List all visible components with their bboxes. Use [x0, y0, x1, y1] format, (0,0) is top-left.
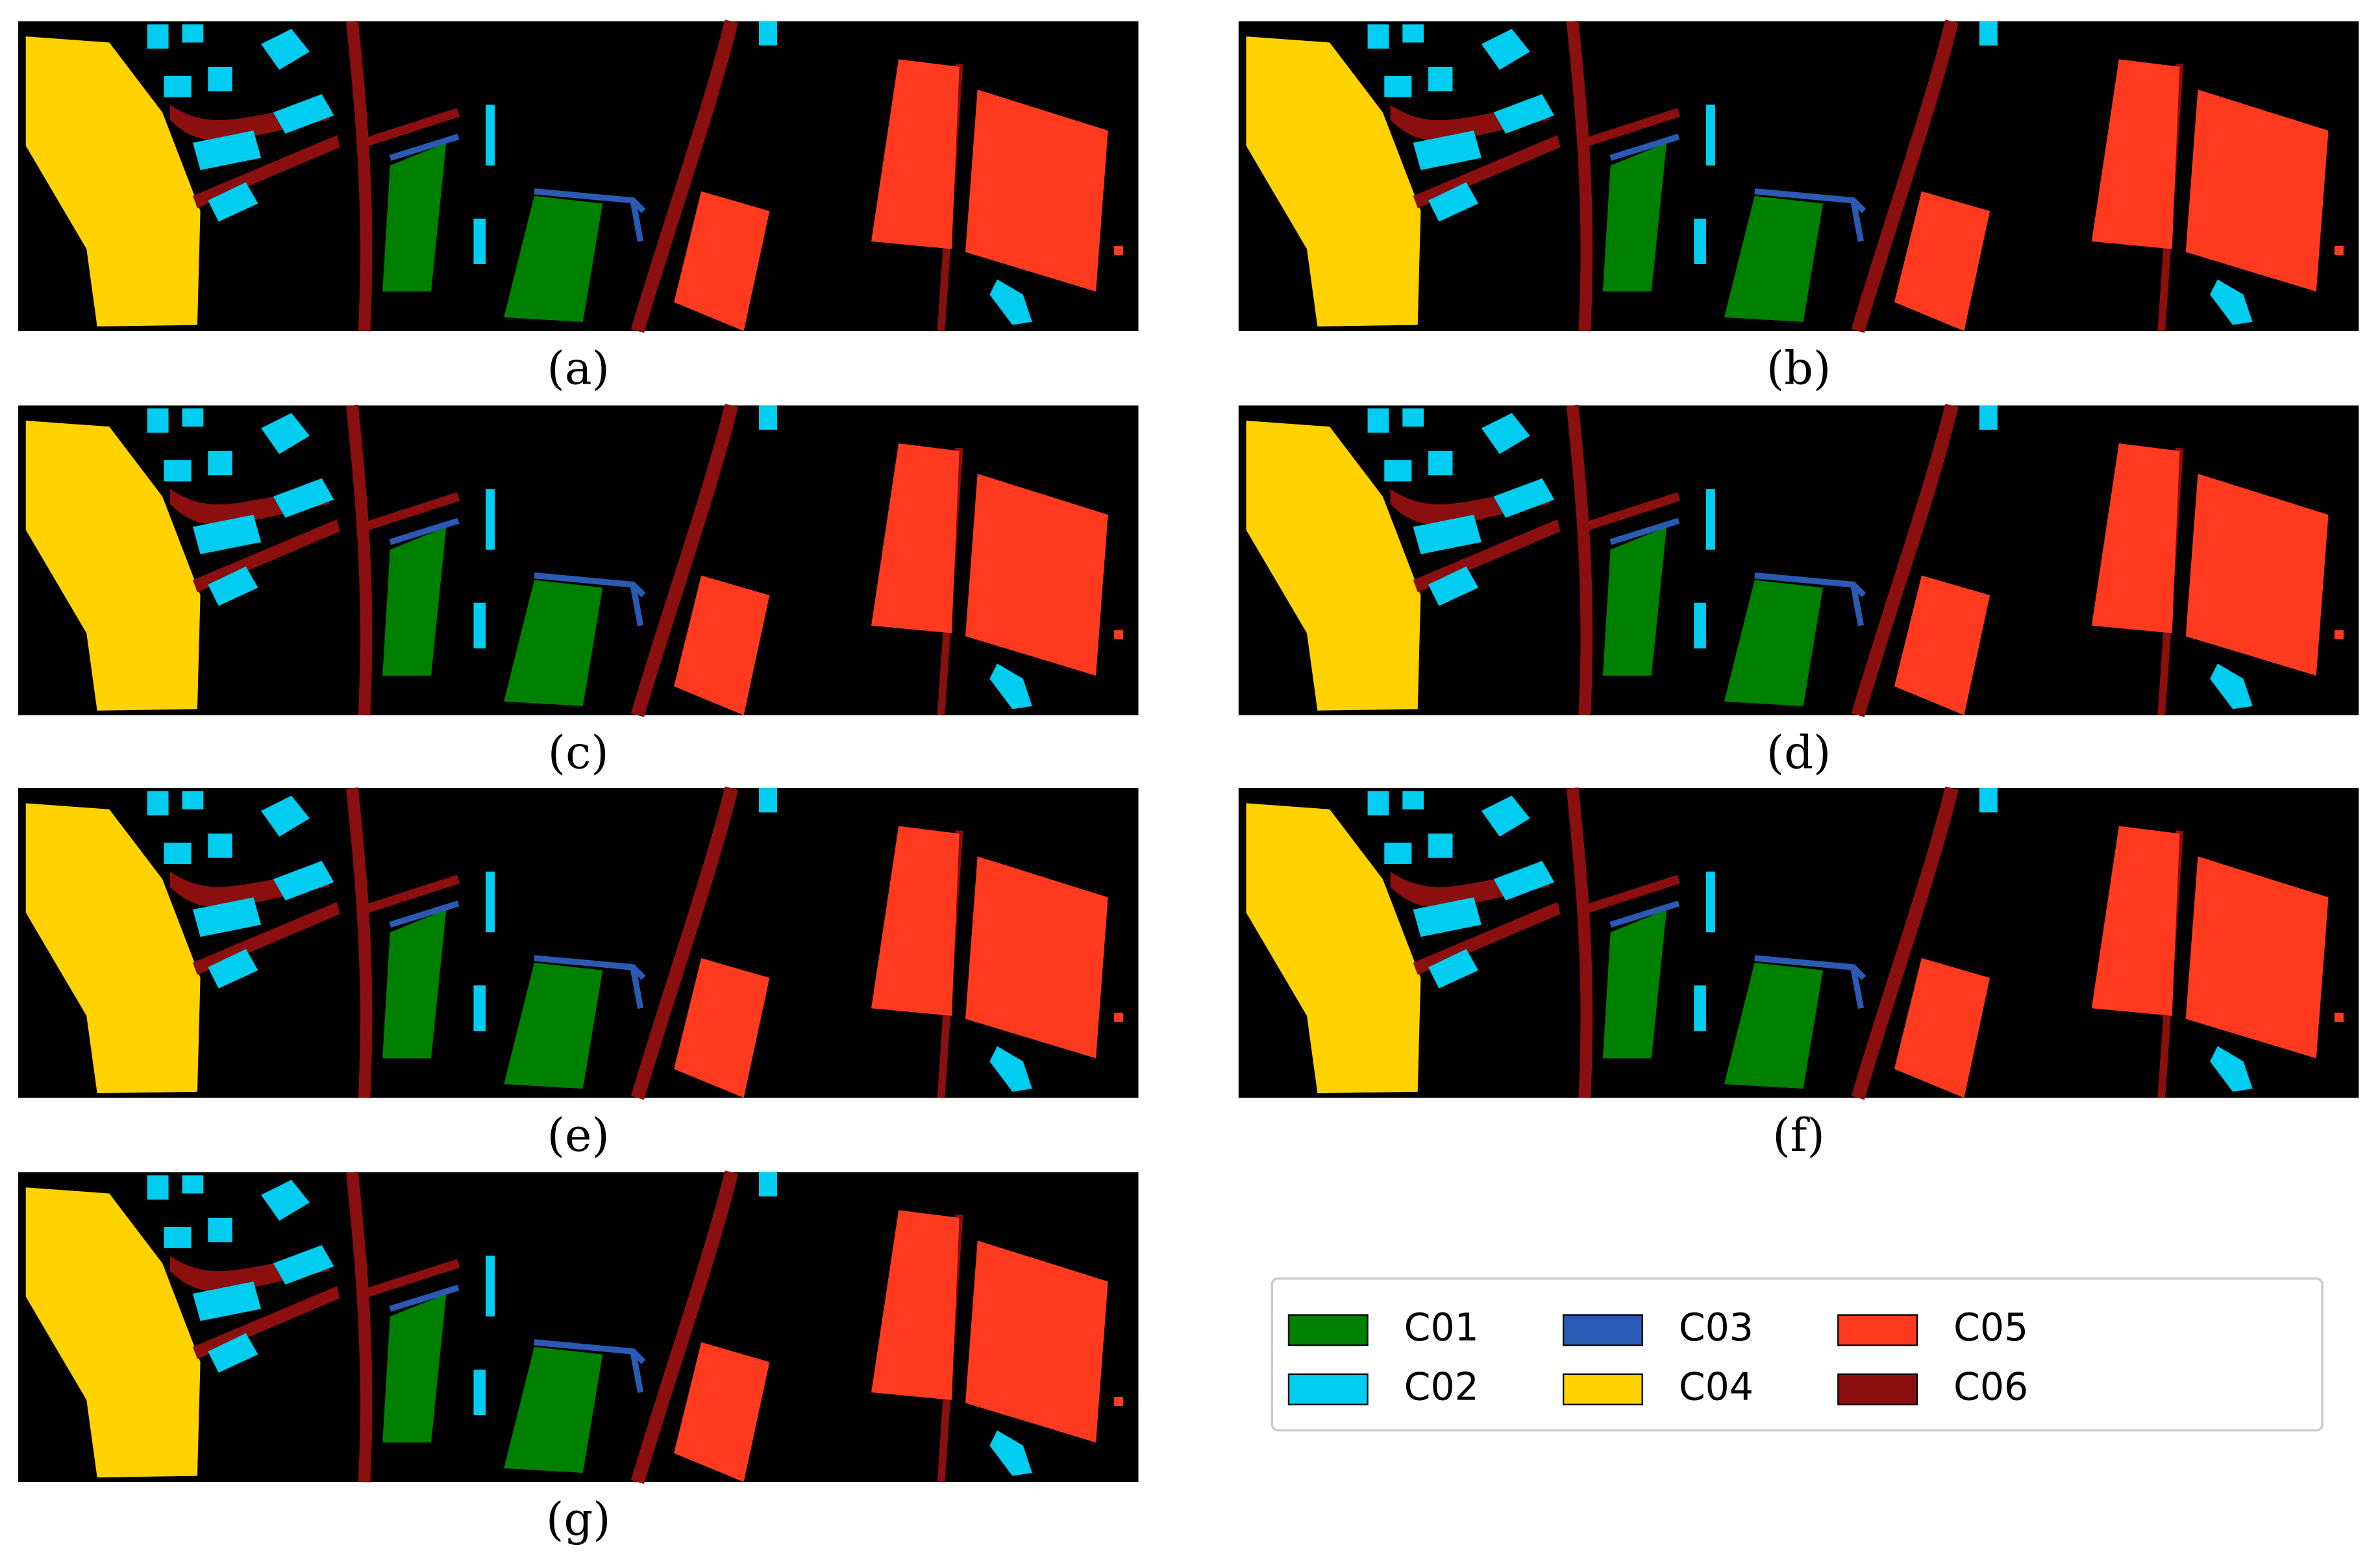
legend-swatch: [1287, 1373, 1369, 1405]
legend-swatch: [1837, 1373, 1918, 1405]
panel-label: (e): [547, 1109, 610, 1162]
legend-swatch: [1562, 1314, 1643, 1346]
panel-label: (c): [548, 726, 609, 779]
panel-label: (b): [1766, 342, 1831, 395]
legend-label: C04: [1679, 1364, 1754, 1409]
classification-map: [1239, 21, 2359, 331]
panel-label: (d): [1766, 726, 1831, 779]
panel-label: (g): [546, 1493, 611, 1546]
panel-label: (f): [1772, 1109, 1825, 1162]
classification-map: [1239, 406, 2359, 715]
classification-map: [1239, 788, 2359, 1098]
classification-map: [18, 406, 1138, 715]
legend-label: C02: [1404, 1364, 1479, 1409]
legend-swatch: [1562, 1373, 1643, 1405]
legend-label: C03: [1679, 1305, 1754, 1350]
legend-label: C05: [1953, 1305, 2028, 1350]
legend-box: [1271, 1277, 2324, 1432]
classification-map: [18, 788, 1138, 1098]
legend-swatch: [1287, 1314, 1369, 1346]
classification-map: [18, 21, 1138, 331]
panel-label: (a): [547, 342, 610, 395]
legend-swatch: [1837, 1314, 1918, 1346]
legend-label: C06: [1953, 1364, 2028, 1409]
classification-map: [18, 1172, 1138, 1482]
legend-label: C01: [1404, 1305, 1479, 1350]
